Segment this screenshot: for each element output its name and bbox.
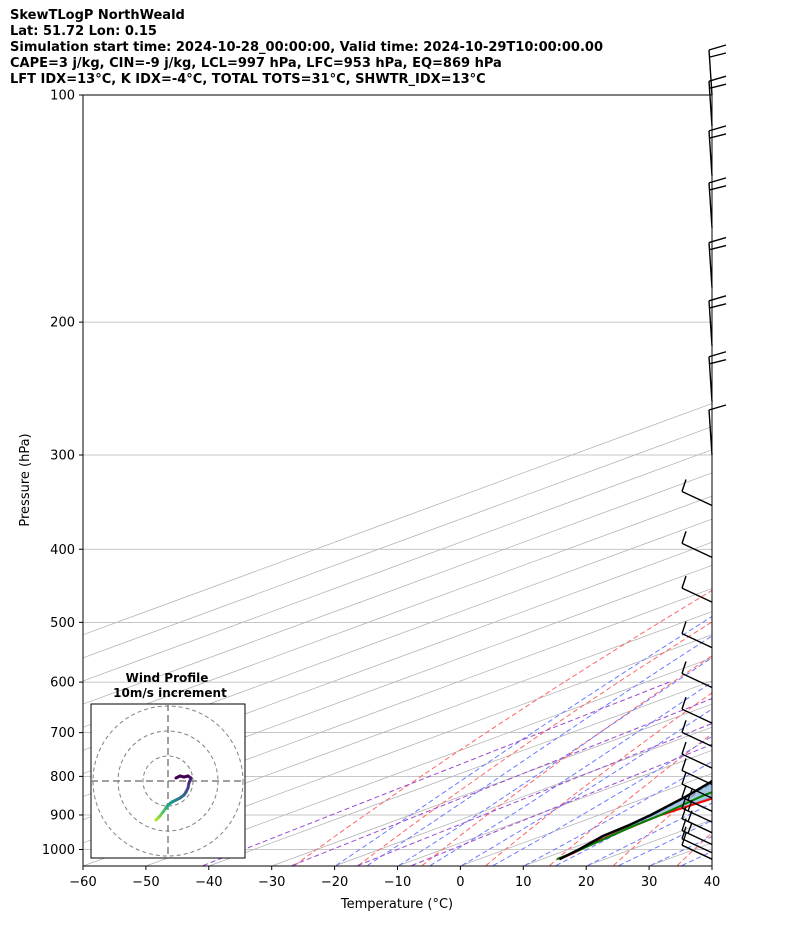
wind-barb [681,826,713,854]
wind-barb [681,696,713,724]
y-tick-label: 900 [50,808,75,823]
y-tick-label: 200 [50,316,75,331]
isotherm-line [587,819,712,866]
isotherm-line [83,588,712,821]
x-tick-label: 30 [641,875,658,890]
isotherm-line [147,657,712,866]
moist-adiabat-line [524,761,712,866]
isotherm-line [83,611,712,844]
moist-adiabat-line [367,635,712,866]
y-tick-label: 300 [50,448,75,463]
dry-adiabat-line [613,779,712,866]
wind-barb [681,621,713,649]
y-tick-label: 1000 [42,843,75,858]
dry-adiabats [294,95,794,866]
cape-shading [559,781,712,860]
x-tick-label: 20 [578,875,595,890]
moist-adiabat-line [650,835,712,866]
mixing-ratio-line [357,722,712,866]
moist-adiabat-line [335,616,712,866]
y-tick-label: 800 [50,770,75,785]
isotherm-line [83,426,712,659]
y-tick-label: 700 [50,726,75,741]
wind-barbs [681,44,727,860]
dry-adiabat-line [358,621,712,866]
mixing-ratio-line [291,698,712,866]
dry-adiabat-line [485,692,712,866]
x-tick-label: −30 [258,875,285,890]
x-tick-label: −40 [195,875,222,890]
moist-adiabat-line [461,708,712,866]
dry-adiabat-line [676,832,712,866]
y-tick-label: 500 [50,616,75,631]
isotherm-line [398,749,712,866]
indices-line-1: CAPE=3 j/kg, CIN=-9 j/kg, LCL=997 hPa, L… [10,56,502,71]
hodograph-title: Wind Profile [126,671,209,685]
isotherm-line [83,472,712,705]
x-axis-ticks: −60 −50 −40 −30 −20 −10 0 10 20 30 40 [69,866,720,890]
wind-barb [681,661,713,689]
x-tick-label: −50 [132,875,159,890]
dry-adiabat-line [549,733,712,866]
moist-adiabat-line [555,783,712,866]
dewpoint-line [556,791,712,861]
parcel-line [558,779,712,861]
wind-barb [681,758,713,786]
mixing-ratio-line [411,743,712,866]
isotherm-line [650,842,712,866]
moist-adiabat-line [430,681,712,866]
y-tick-label: 600 [50,676,75,691]
y-axis-label: Pressure (hPa) [18,433,33,526]
isotherm-line [84,634,712,866]
hodo-segment [174,774,182,780]
wind-barb [708,44,727,96]
wind-barb [681,479,713,507]
location-line: Lat: 51.72 Lon: 0.15 [10,24,157,39]
chart-header: SkewTLogP NorthWeald Lat: 51.72 Lon: 0.1… [10,8,603,88]
isotherm-line [210,680,712,866]
chart-title: SkewTLogP NorthWeald [10,8,185,23]
wind-barb [681,575,713,603]
x-tick-label: −10 [384,875,411,890]
isotherm-line [713,95,794,865]
isotherm-line [335,726,712,866]
indices-line-2: LFT IDX=13°C, K IDX=-4°C, TOTAL TOTS=31°… [10,72,486,87]
moist-adiabat-line [618,819,712,866]
isotherm-line [272,703,712,866]
time-line: Simulation start time: 2024-10-28_00:00:… [10,40,603,55]
hodograph-trace [154,774,193,822]
wind-barb [681,741,713,769]
mixing-ratio-line [203,681,670,866]
wind-barb [681,771,713,799]
hodograph-subtitle: 10m/s increment [113,686,227,700]
x-tick-label: 40 [704,875,721,890]
isotherm-line [83,403,712,636]
x-tick-label: −60 [69,875,96,890]
y-tick-label: 100 [50,89,75,104]
isotherm-line [461,773,712,866]
wind-barb [681,531,713,558]
moist-adiabat-line [713,95,794,866]
x-axis-label: Temperature (°C) [340,897,453,912]
wind-barb [681,720,713,748]
mixing-ratio-lines [203,681,712,866]
wind-barb [681,785,713,812]
hodograph-inset: Wind Profile 10m/s increment [90,671,246,859]
y-axis-ticks: 100 200 300 400 500 600 700 800 900 1000 [42,89,83,858]
dry-adiabat-line [421,655,712,866]
x-tick-label: 10 [515,875,532,890]
x-tick-label: −20 [321,875,348,890]
x-tick-label: 0 [456,875,464,890]
moist-adiabat-line [398,657,712,866]
moist-adiabat-line [492,735,712,866]
isotherm-line [83,449,712,682]
temperature-line [558,797,712,861]
dry-adiabat-line [741,95,794,866]
dry-adiabat-line [294,589,712,866]
y-tick-label: 400 [50,543,75,558]
moist-adiabat-line [681,851,712,866]
